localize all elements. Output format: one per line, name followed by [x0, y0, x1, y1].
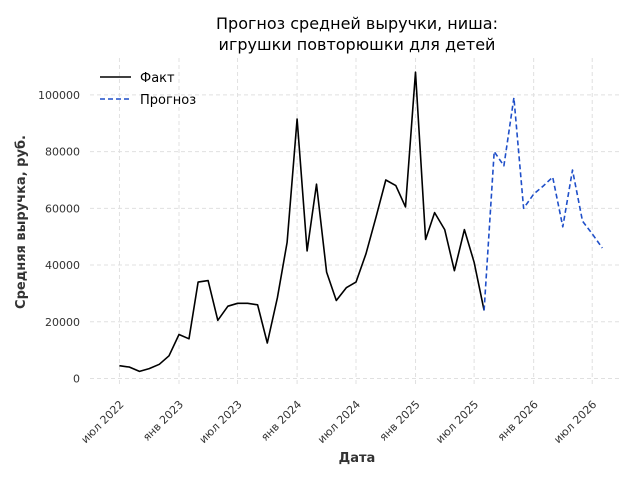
y-tick-label: 20000 [45, 316, 80, 329]
y-tick-labels: 0 20000 40000 60000 80000 100000 [38, 89, 80, 386]
series-line-fact [119, 71, 485, 373]
x-tick-label: июл 2024 [315, 398, 363, 446]
x-tick-label: янв 2023 [140, 398, 186, 444]
grid [90, 58, 622, 387]
y-tick-label: 60000 [45, 202, 80, 215]
x-tick-label: янв 2026 [495, 398, 541, 444]
y-tick-label: 80000 [45, 146, 80, 159]
series-line-forecast [483, 96, 603, 311]
x-axis-label: Дата [339, 451, 376, 466]
x-tick-label: янв 2024 [258, 398, 304, 444]
x-tick-label: июл 2022 [79, 398, 127, 446]
series-layer [119, 71, 603, 373]
chart-title-line2: игрушки повторюшки для детей [219, 35, 496, 54]
legend: Факт Прогноз [100, 71, 196, 108]
y-axis-label: Средняя выручка, руб. [14, 135, 29, 309]
x-tick-label: июл 2026 [551, 398, 599, 446]
y-tick-label: 40000 [45, 259, 80, 272]
legend-label: Прогноз [140, 93, 196, 108]
x-tick-label: янв 2025 [377, 398, 423, 444]
y-tick-label: 0 [73, 372, 80, 385]
legend-label: Факт [140, 71, 175, 86]
y-tick-label: 100000 [38, 89, 80, 102]
x-tick-label: июл 2025 [433, 398, 481, 446]
chart-title-line1: Прогноз средней выручки, ниша: [216, 14, 498, 33]
x-tick-labels: июл 2022 янв 2023 июл 2023 янв 2024 июл 2024… [79, 398, 600, 446]
x-tick-label: июл 2023 [197, 398, 245, 446]
